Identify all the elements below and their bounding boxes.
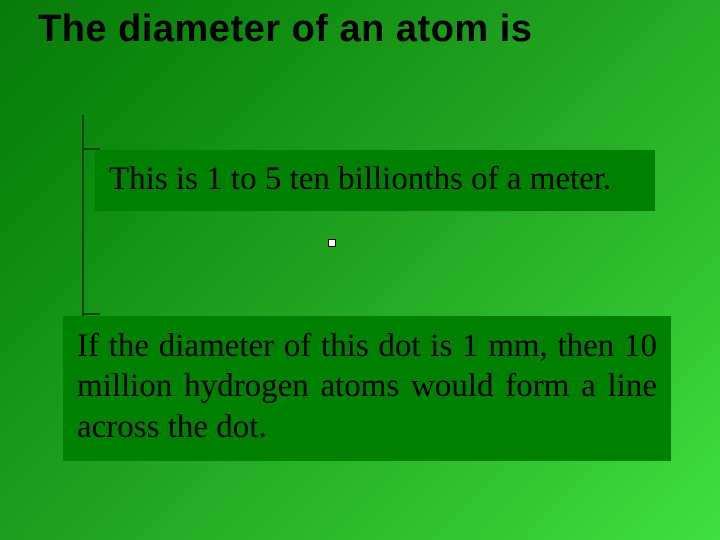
slide: The diameter of an atom is This is 1 to … xyxy=(0,0,720,540)
text-box-2: If the diameter of this dot is 1 mm, the… xyxy=(63,316,671,461)
guide-line-h2 xyxy=(82,313,100,315)
reference-dot xyxy=(328,239,336,247)
slide-title: The diameter of an atom is xyxy=(38,8,710,51)
text-box-1: This is 1 to 5 ten billionths of a meter… xyxy=(95,150,655,211)
